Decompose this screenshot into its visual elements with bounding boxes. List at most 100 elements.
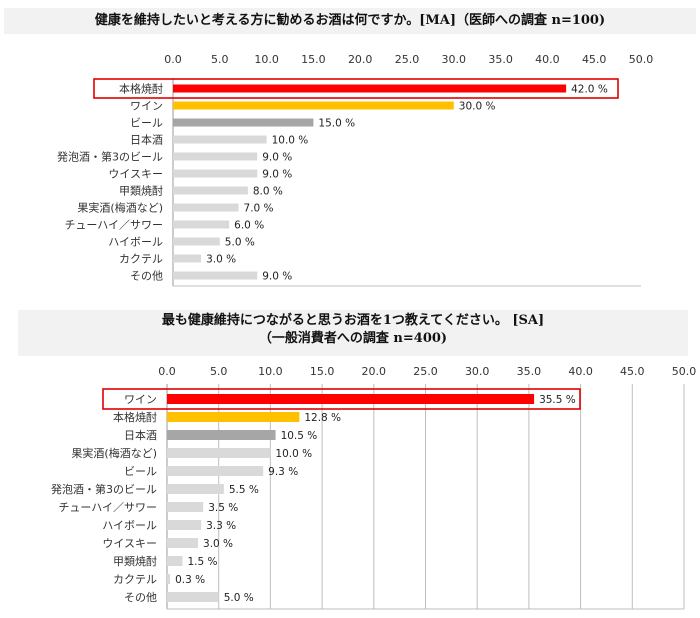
consumers-bar — [167, 520, 202, 530]
consumers-category-label: 甲類焼酎 — [113, 554, 157, 568]
doctors-tick-label: 15.0 — [301, 53, 326, 66]
consumers-tick-label: 35.0 — [517, 365, 542, 378]
consumers-bar — [167, 412, 300, 422]
consumers-category-label: ワイン — [124, 393, 157, 406]
doctors-tick-label: 30.0 — [442, 53, 467, 66]
consumers-tick-label: 45.0 — [620, 365, 645, 378]
doctors-category-label: カクテル — [119, 253, 163, 266]
doctors-tick-label: 5.0 — [211, 53, 229, 66]
doctors-tick-label: 50.0 — [629, 53, 654, 66]
doctors-bar — [173, 203, 239, 212]
consumers-data-label: 1.5 % — [188, 556, 218, 568]
consumers-data-label: 3.5 % — [208, 502, 238, 514]
consumers-category-label: 本格焼酎 — [113, 410, 157, 424]
doctors-bar — [173, 118, 314, 127]
doctors-bar — [173, 271, 258, 280]
consumers-tick-label: 0.0 — [158, 365, 176, 378]
doctors-bar — [173, 169, 258, 178]
consumers-bar — [167, 484, 224, 494]
consumers-tick-label: 50.0 — [672, 365, 697, 378]
consumers-category-label: 日本酒 — [124, 428, 157, 442]
chart-title-consumers: 最も健康維持につながると思うお酒を1つ教えてください。 [SA] （一般消費者へ… — [18, 310, 688, 356]
consumers-tick-label: 5.0 — [210, 365, 228, 378]
consumers-data-label: 3.0 % — [203, 538, 233, 550]
consumers-bar — [167, 502, 204, 512]
consumers-tick-label: 40.0 — [568, 365, 593, 378]
doctors-tick-label: 40.0 — [535, 53, 560, 66]
doctors-data-label: 6.0 % — [234, 220, 264, 232]
doctors-bar — [173, 220, 230, 229]
doctors-category-label: 日本酒 — [130, 133, 163, 147]
doctors-category-label: ハイボール — [108, 236, 163, 249]
consumers-category-label: ウイスキー — [102, 537, 157, 550]
doctors-bar — [173, 237, 220, 246]
consumers-tick-label: 15.0 — [310, 365, 335, 378]
doctors-category-label: ワイン — [130, 100, 163, 113]
consumers-category-label: チューハイ／サワー — [58, 501, 157, 514]
consumers-bar — [167, 592, 219, 602]
consumers-category-label: ハイボール — [102, 519, 157, 532]
consumers-category-label: 発泡酒・第3のビール — [51, 482, 157, 496]
consumers-data-label: 12.8 % — [304, 412, 341, 424]
doctors-bar — [173, 84, 567, 93]
doctors-data-label: 30.0 % — [459, 101, 496, 113]
consumers-bar — [167, 430, 276, 440]
doctors-data-label: 3.0 % — [206, 254, 236, 266]
consumers-data-label: 0.3 % — [175, 574, 205, 586]
doctors-data-label: 5.0 % — [225, 237, 255, 249]
doctors-category-label: チューハイ／サワー — [64, 219, 163, 232]
doctors-tick-label: 0.0 — [164, 53, 182, 66]
consumers-data-label: 35.5 % — [539, 394, 576, 406]
doctors-data-label: 8.0 % — [253, 186, 283, 198]
consumers-category-label: その他 — [124, 591, 157, 604]
doctors-tick-label: 45.0 — [582, 53, 607, 66]
consumers-data-label: 9.3 % — [268, 466, 298, 478]
consumers-tick-label: 20.0 — [362, 365, 387, 378]
doctors-tick-label: 10.0 — [254, 53, 279, 66]
consumers-bar — [167, 538, 199, 548]
doctors-tick-label: 25.0 — [395, 53, 420, 66]
chart-subtitle-consumers: （一般消費者への調査 n=400) — [258, 331, 448, 346]
consumers-data-label: 5.5 % — [229, 484, 259, 496]
consumers-bar — [167, 448, 271, 458]
doctors-data-label: 9.0 % — [262, 152, 292, 164]
consumers-tick-label: 25.0 — [413, 365, 438, 378]
doctors-category-label: 本格焼酎 — [119, 82, 163, 96]
doctors-tick-label: 35.0 — [488, 53, 513, 66]
doctors-highlight-box — [93, 78, 619, 99]
doctors-bar — [173, 254, 202, 263]
consumers-data-label: 10.0 % — [275, 448, 312, 460]
consumers-bar — [167, 574, 171, 584]
consumers-category-label: カクテル — [113, 573, 157, 586]
consumers-bar — [167, 466, 264, 476]
doctors-category-label: ウイスキー — [108, 168, 163, 181]
doctors-bar — [173, 101, 454, 110]
consumers-category-label: 果実酒(梅酒など) — [71, 446, 157, 460]
consumers-data-label: 10.5 % — [281, 430, 318, 442]
consumers-data-label: 5.0 % — [224, 592, 254, 604]
consumers-highlight-box — [102, 388, 581, 410]
doctors-data-label: 9.0 % — [262, 271, 292, 283]
consumers-bar — [167, 556, 183, 566]
doctors-category-label: その他 — [130, 270, 163, 283]
doctors-bar — [173, 152, 258, 161]
doctors-category-label: 甲類焼酎 — [119, 184, 163, 198]
doctors-category-label: 発泡酒・第3のビール — [57, 150, 163, 164]
consumers-data-label: 3.3 % — [206, 520, 236, 532]
doctors-bar — [173, 186, 248, 195]
doctors-data-label: 9.0 % — [262, 169, 292, 181]
doctors-category-label: ビール — [130, 117, 163, 130]
chart-title-doctors: 健康を維持したいと考える方に勧めるお酒は何ですか。[MA]（医師への調査 n=1… — [4, 8, 696, 34]
doctors-category-label: 果実酒(梅酒など) — [77, 201, 163, 215]
doctors-bar — [173, 135, 267, 144]
consumers-bar — [167, 394, 535, 404]
doctors-tick-label: 20.0 — [348, 53, 373, 66]
consumers-category-label: ビール — [124, 465, 157, 478]
chart-title-consumers-line1: 最も健康維持につながると思うお酒を1つ教えてください。 [SA] — [161, 313, 545, 328]
doctors-data-label: 15.0 % — [318, 118, 355, 130]
doctors-data-label: 42.0 % — [571, 84, 608, 96]
doctors-data-label: 7.0 % — [244, 203, 274, 215]
consumers-tick-label: 10.0 — [258, 365, 283, 378]
